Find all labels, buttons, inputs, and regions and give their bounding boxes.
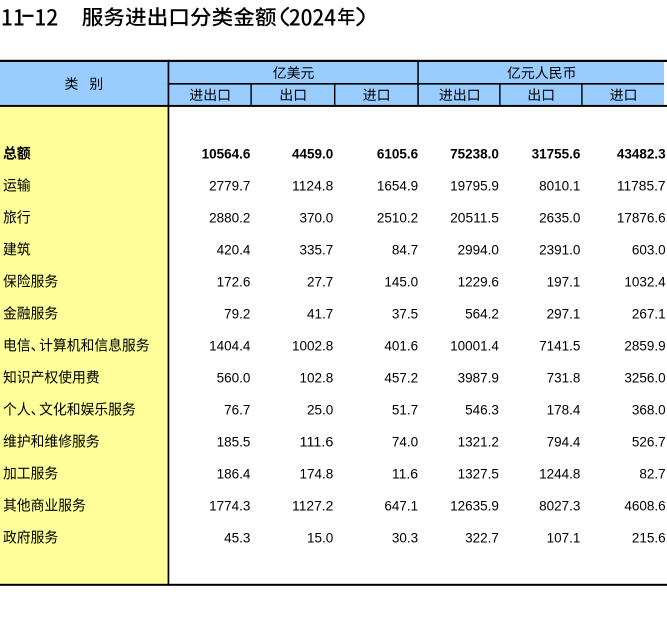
svg-text:178.4: 178.4 — [547, 402, 581, 417]
svg-text:174.8: 174.8 — [300, 466, 334, 481]
svg-text:2994.0: 2994.0 — [458, 242, 499, 257]
svg-text:37.5: 37.5 — [392, 306, 418, 321]
svg-text:79.2: 79.2 — [224, 306, 250, 321]
svg-text:82.7: 82.7 — [639, 466, 665, 481]
svg-text:185.5: 185.5 — [217, 434, 251, 449]
svg-text:84.7: 84.7 — [392, 242, 418, 257]
svg-text:297.1: 297.1 — [547, 306, 581, 321]
svg-text:2635.0: 2635.0 — [539, 210, 580, 225]
svg-text:145.0: 145.0 — [384, 274, 418, 289]
svg-text:368.0: 368.0 — [632, 402, 666, 417]
svg-text:335.7: 335.7 — [300, 242, 334, 257]
svg-text:526.7: 526.7 — [632, 434, 666, 449]
svg-text:564.2: 564.2 — [465, 306, 499, 321]
svg-text:731.8: 731.8 — [547, 370, 581, 385]
svg-text:2510.2: 2510.2 — [377, 210, 418, 225]
svg-text:43482.3: 43482.3 — [617, 146, 666, 161]
svg-text:2391.0: 2391.0 — [539, 242, 580, 257]
svg-text:2779.7: 2779.7 — [209, 178, 250, 193]
svg-text:51.7: 51.7 — [392, 402, 418, 417]
svg-text:1774.3: 1774.3 — [209, 498, 250, 513]
svg-text:107.1: 107.1 — [547, 530, 581, 545]
svg-text:215.6: 215.6 — [632, 530, 666, 545]
svg-text:30.3: 30.3 — [392, 530, 418, 545]
svg-text:647.1: 647.1 — [384, 498, 418, 513]
svg-text:603.0: 603.0 — [632, 242, 666, 257]
svg-text:1032.4: 1032.4 — [624, 274, 666, 289]
svg-text:1244.8: 1244.8 — [539, 466, 580, 481]
svg-text:75238.0: 75238.0 — [450, 146, 499, 161]
svg-text:2859.9: 2859.9 — [624, 338, 665, 353]
svg-text:186.4: 186.4 — [217, 466, 251, 481]
svg-text:45.3: 45.3 — [224, 530, 250, 545]
svg-text:370.0: 370.0 — [300, 210, 334, 225]
svg-text:197.1: 197.1 — [547, 274, 581, 289]
svg-text:10001.4: 10001.4 — [450, 338, 499, 353]
svg-text:267.1: 267.1 — [632, 306, 666, 321]
svg-text:12635.9: 12635.9 — [450, 498, 499, 513]
svg-text:420.4: 420.4 — [217, 242, 251, 257]
svg-text:322.7: 322.7 — [465, 530, 499, 545]
svg-text:17876.6: 17876.6 — [617, 210, 666, 225]
svg-text:3987.9: 3987.9 — [458, 370, 499, 385]
svg-text:3256.0: 3256.0 — [624, 370, 665, 385]
svg-text:19795.9: 19795.9 — [450, 178, 499, 193]
svg-text:20511.5: 20511.5 — [450, 210, 499, 225]
svg-text:172.6: 172.6 — [217, 274, 251, 289]
svg-text:8010.1: 8010.1 — [539, 178, 580, 193]
svg-text:401.6: 401.6 — [384, 338, 418, 353]
svg-text:794.4: 794.4 — [547, 434, 581, 449]
svg-text:11785.7: 11785.7 — [617, 178, 666, 193]
svg-text:7141.5: 7141.5 — [539, 338, 580, 353]
svg-text:1002.8: 1002.8 — [292, 338, 333, 353]
svg-text:15.0: 15.0 — [307, 530, 333, 545]
svg-text:31755.6: 31755.6 — [532, 146, 581, 161]
svg-text:8027.3: 8027.3 — [539, 498, 580, 513]
svg-text:41.7: 41.7 — [307, 306, 333, 321]
svg-text:76.7: 76.7 — [224, 402, 250, 417]
svg-text:1327.5: 1327.5 — [458, 466, 499, 481]
svg-text:1404.4: 1404.4 — [209, 338, 251, 353]
svg-text:4608.6: 4608.6 — [624, 498, 665, 513]
svg-text:546.3: 546.3 — [465, 402, 499, 417]
svg-text:10564.6: 10564.6 — [202, 146, 251, 161]
svg-text:4459.0: 4459.0 — [292, 146, 333, 161]
svg-text:1229.6: 1229.6 — [458, 274, 499, 289]
svg-text:74.0: 74.0 — [392, 434, 418, 449]
svg-text:1654.9: 1654.9 — [377, 178, 418, 193]
svg-text:27.7: 27.7 — [307, 274, 333, 289]
svg-text:2880.2: 2880.2 — [209, 210, 250, 225]
svg-text:6105.6: 6105.6 — [377, 146, 418, 161]
svg-text:1321.2: 1321.2 — [458, 434, 499, 449]
svg-text:25.0: 25.0 — [307, 402, 333, 417]
svg-text:457.2: 457.2 — [384, 370, 418, 385]
svg-text:1124.8: 1124.8 — [292, 178, 333, 193]
svg-text:11.6: 11.6 — [392, 466, 418, 481]
svg-text:560.0: 560.0 — [217, 370, 251, 385]
svg-text:1127.2: 1127.2 — [292, 498, 333, 513]
svg-text:111.6: 111.6 — [300, 434, 334, 449]
svg-text:102.8: 102.8 — [300, 370, 334, 385]
